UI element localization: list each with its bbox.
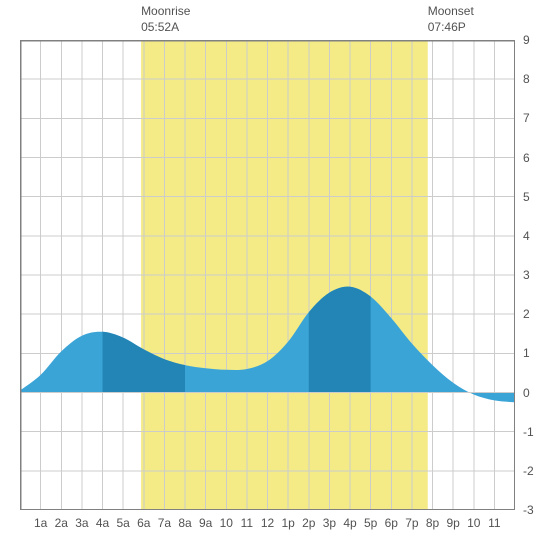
x-tick: 12 bbox=[261, 516, 274, 530]
y-tick: 1 bbox=[523, 346, 530, 360]
x-tick: 5a bbox=[116, 516, 129, 530]
moonrise-time: 05:52A bbox=[141, 20, 179, 34]
x-tick: 4a bbox=[96, 516, 109, 530]
x-tick: 5p bbox=[364, 516, 377, 530]
y-tick: 7 bbox=[523, 111, 530, 125]
x-tick: 7a bbox=[158, 516, 171, 530]
plot-svg bbox=[20, 40, 515, 510]
tide-chart: Moonrise 05:52A Moonset 07:46P -3-2-1012… bbox=[0, 0, 550, 550]
plot-area bbox=[20, 40, 515, 510]
moonrise-label: Moonrise 05:52A bbox=[141, 4, 190, 35]
y-tick: 2 bbox=[523, 307, 530, 321]
y-tick: 6 bbox=[523, 151, 530, 165]
x-tick: 9p bbox=[446, 516, 459, 530]
moonset-label: Moonset 07:46P bbox=[428, 4, 474, 35]
x-tick: 1a bbox=[34, 516, 47, 530]
x-tick: 2p bbox=[302, 516, 315, 530]
y-tick: -1 bbox=[523, 425, 534, 439]
y-tick: 5 bbox=[523, 190, 530, 204]
x-tick: 11 bbox=[488, 516, 500, 530]
moonset-title: Moonset bbox=[428, 4, 474, 18]
moonset-time: 07:46P bbox=[428, 20, 466, 34]
y-tick: 4 bbox=[523, 229, 530, 243]
x-tick: 3a bbox=[75, 516, 88, 530]
x-tick: 1p bbox=[281, 516, 294, 530]
x-tick: 4p bbox=[343, 516, 356, 530]
x-tick: 10 bbox=[467, 516, 480, 530]
y-tick: 8 bbox=[523, 72, 530, 86]
x-tick: 9a bbox=[199, 516, 212, 530]
y-tick: 3 bbox=[523, 268, 530, 282]
x-tick: 2a bbox=[55, 516, 68, 530]
x-tick: 11 bbox=[241, 516, 253, 530]
x-tick: 8a bbox=[178, 516, 191, 530]
x-tick: 6a bbox=[137, 516, 150, 530]
x-tick: 6p bbox=[385, 516, 398, 530]
moonrise-title: Moonrise bbox=[141, 4, 190, 18]
x-tick: 7p bbox=[405, 516, 418, 530]
y-tick: -2 bbox=[523, 464, 534, 478]
x-tick: 10 bbox=[220, 516, 233, 530]
y-tick: 0 bbox=[523, 386, 530, 400]
x-tick: 3p bbox=[323, 516, 336, 530]
x-tick: 8p bbox=[426, 516, 439, 530]
y-tick: 9 bbox=[523, 33, 530, 47]
y-tick: -3 bbox=[523, 503, 534, 517]
